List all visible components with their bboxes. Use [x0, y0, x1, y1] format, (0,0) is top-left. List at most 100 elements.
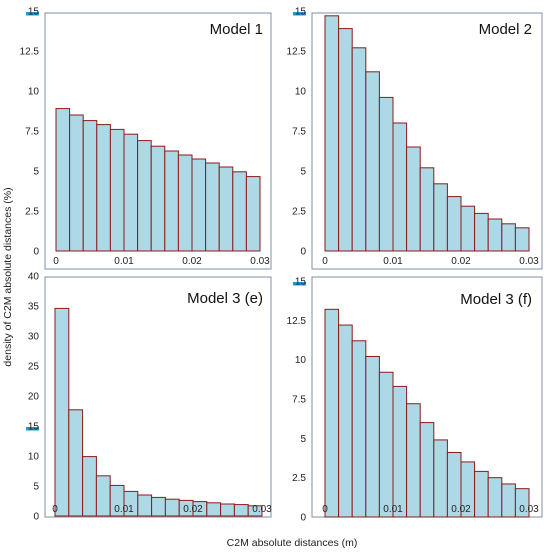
y-tick-label: 2.5 — [292, 473, 306, 484]
y-tick-label: 20 — [28, 392, 40, 403]
y-tick-label: 10 — [28, 87, 40, 98]
histogram-bar — [232, 171, 247, 252]
histogram-bar — [150, 145, 166, 252]
y-tick-label: 15 — [28, 7, 40, 18]
highlighted-tick-marker — [26, 427, 39, 431]
histogram-bar — [164, 498, 180, 517]
histogram-bar — [392, 122, 408, 252]
histogram-bar — [487, 477, 503, 518]
histogram-bar — [501, 223, 516, 252]
y-tick-label: 7.5 — [25, 127, 39, 138]
histogram-bar — [96, 124, 111, 252]
x-tick-label: 0 — [52, 504, 58, 515]
x-tick-label: 0 — [322, 504, 328, 515]
x-tick-label: 0.01 — [114, 256, 134, 267]
histogram-bar — [351, 47, 367, 252]
y-tick-label: 7.5 — [292, 395, 306, 406]
y-tick-label: 25 — [28, 362, 40, 373]
y-tick-label: 40 — [28, 272, 40, 283]
histogram-bar — [378, 371, 394, 518]
highlighted-tick-marker — [26, 12, 39, 16]
histogram-bar — [474, 470, 489, 518]
histogram-bar — [191, 158, 207, 252]
histogram-bar — [514, 227, 530, 252]
histogram-bar — [324, 308, 340, 518]
x-tick-label: 0.01 — [383, 256, 403, 267]
x-tick-label: 0.03 — [519, 256, 539, 267]
histogram-bar — [406, 146, 421, 252]
histogram-bar — [514, 488, 530, 518]
histogram-bar — [392, 385, 408, 518]
histogram-bar — [245, 176, 261, 252]
histogram-bar — [137, 494, 153, 517]
histogram-bar — [137, 140, 152, 252]
x-tick-label: 0.01 — [114, 504, 134, 515]
histogram-bar — [55, 108, 71, 252]
y-tick-label: 7.5 — [292, 127, 306, 138]
histogram-bar — [419, 422, 435, 518]
x-tick-label: 0.02 — [182, 256, 202, 267]
histogram-bar — [365, 71, 380, 252]
histogram-bar — [487, 218, 503, 252]
histogram-bar — [95, 475, 111, 517]
y-tick-label: 10 — [295, 87, 307, 98]
chart-panel-4: 0 2.5 5 7.5 10 12.5 15 0 0.01 0.02 0.03 Model 3 (f) — [287, 276, 543, 524]
highlighted-tick-marker — [293, 12, 306, 16]
histogram-bar — [233, 504, 249, 517]
panel-frame — [44, 12, 272, 270]
histogram-bar — [433, 183, 448, 252]
histogram-bar — [433, 439, 448, 518]
x-tick-label: 0.03 — [252, 504, 272, 515]
x-tick-label: 0.02 — [183, 504, 203, 515]
y-tick-label: 0 — [33, 512, 39, 523]
histogram-bar — [501, 483, 516, 518]
histogram-bar — [123, 133, 139, 252]
x-axis-title: C2M absolute distances (m) — [227, 537, 358, 549]
highlighted-tick-marker — [293, 282, 306, 286]
y-tick-label: 0 — [300, 247, 306, 258]
y-axis-title: density of C2M absolute distances (%) — [2, 187, 14, 366]
histogram-bar — [446, 196, 462, 252]
x-tick-label: 0.02 — [451, 256, 471, 267]
histogram-bar — [82, 456, 97, 517]
chart-panel-2: 0 2.5 5 7.5 10 12.5 15 0 0.01 0.02 0.03 Model 2 — [287, 7, 543, 270]
x-tick-label: 0 — [53, 256, 59, 267]
x-tick-label: 0.01 — [383, 504, 403, 515]
histogram-bar — [109, 128, 125, 252]
histogram-bar — [406, 403, 421, 518]
histogram-bar — [365, 356, 380, 518]
y-tick-label: 10 — [295, 355, 307, 366]
histogram-bar — [324, 15, 340, 252]
chart-title: Model 2 — [479, 21, 532, 38]
y-tick-label: 12.5 — [287, 47, 307, 58]
x-tick-label: 0.02 — [451, 504, 471, 515]
y-tick-label: 15 — [28, 422, 40, 433]
histogram-bar — [164, 150, 179, 252]
histogram-bar — [177, 154, 193, 252]
histogram-bar — [151, 496, 166, 517]
histogram-bar — [351, 340, 367, 518]
histogram-bar — [206, 502, 222, 517]
histogram-bar — [82, 120, 98, 252]
y-tick-label: 2.5 — [25, 207, 39, 218]
histogram-bar — [218, 166, 234, 252]
y-tick-label: 12.5 — [287, 316, 307, 327]
y-tick-label: 5 — [33, 167, 39, 178]
chart-panel-3: 0 5 10 15 20 25 30 35 40 0 0.01 0.02 0.03 Model 3 (e) — [26, 272, 272, 523]
chart-title: Model 3 (e) — [187, 290, 263, 307]
y-tick-label: 0 — [33, 247, 39, 258]
histogram-bar — [460, 205, 476, 252]
histogram-bar — [338, 28, 353, 252]
y-tick-label: 0 — [300, 513, 306, 524]
panel-frame — [311, 12, 543, 270]
histogram-bar — [68, 409, 84, 517]
x-tick-label: 0 — [322, 256, 328, 267]
chart-title: Model 1 — [210, 21, 263, 38]
x-tick-label: 0.03 — [519, 504, 539, 515]
histogram-bar — [378, 96, 394, 252]
panel-frame — [44, 276, 272, 518]
histogram-bar — [54, 307, 70, 517]
histogram-bar — [220, 503, 235, 517]
histogram-bar — [474, 212, 489, 252]
